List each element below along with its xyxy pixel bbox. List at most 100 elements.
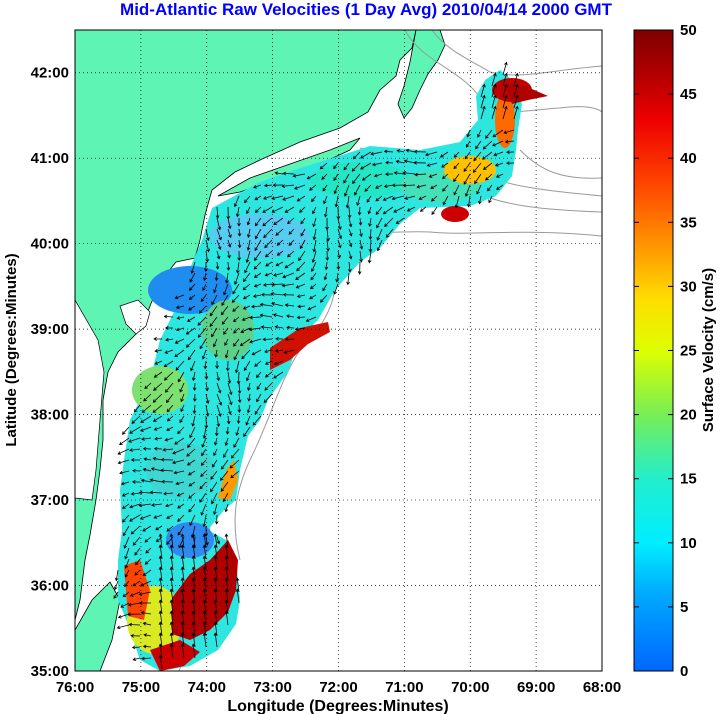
velocity-arrow [169,632,174,648]
colorbar-tick-label: 5 [680,599,688,616]
velocity-arrow [472,162,482,173]
velocity-arrow [288,239,295,246]
velocity-arrow [119,437,130,446]
velocity-arrow [191,610,196,626]
velocity-arrow [169,533,174,549]
velocity-arrow [404,195,416,200]
delaware-bay [119,299,151,335]
velocity-arrow [174,294,185,300]
velocity-arrow [453,184,460,196]
velocity-arrow [149,490,163,495]
velocity-arrow [344,184,350,197]
velocity-arrow [133,404,141,413]
velocity-arrow [496,184,504,190]
velocity-arrow [494,162,504,167]
velocity-arrow [311,250,317,264]
velocity-arrow [122,514,130,523]
velocity-arrow [335,272,340,283]
velocity-arrow [213,544,218,560]
velocity-arrow [431,195,438,202]
velocity-arrow [114,569,119,582]
velocity-arrow [180,566,185,582]
colorbar-tick-label: 30 [680,278,697,295]
velocity-arrow [345,195,350,209]
velocity-arrow [216,415,221,428]
velocity-arrow [214,426,219,437]
velocity-arrow [192,382,197,391]
velocity-arrow [442,195,449,206]
velocity-arrow [216,250,221,260]
velocity-arrow [271,282,284,287]
velocity-arrow [296,195,306,202]
velocity-arrow [203,360,208,370]
velocity-arrow [321,173,328,180]
velocity-arrow [211,459,218,468]
velocity-arrow [322,184,328,192]
velocity-arrow [130,633,141,638]
velocity-arrow [366,195,372,203]
velocity-arrow [233,327,240,334]
velocity-arrow [319,162,328,170]
velocity-arrow [175,305,185,310]
velocity-arrow [242,305,251,310]
velocity-arrow [205,536,209,546]
velocity-arrow [235,588,240,604]
velocity-arrow [223,448,229,458]
velocity-arrow [142,644,152,649]
velocity-arrow [348,250,353,260]
velocity-arrow [306,173,317,180]
velocity-arrow [124,569,130,578]
velocity-arrow [281,184,295,188]
velocity-arrow [188,294,196,300]
velocity-arrow [333,162,339,170]
velocity-arrow [188,283,196,291]
velocity-arrow [482,140,493,150]
velocity-arrow [370,151,383,156]
velocity-arrow [166,393,174,404]
lat-tick-label: 41:00 [31,150,69,167]
velocity-arrow [176,316,185,320]
velocity-arrow [187,349,196,361]
velocity-arrow [166,415,174,422]
velocity-arrow [403,159,416,164]
velocity-arrow [202,566,207,582]
velocity-arrow [297,304,306,309]
colorbar-tick-label: 20 [680,407,697,424]
velocity-arrow [191,533,196,549]
velocity-arrow [132,480,141,484]
velocity-arrow [140,580,152,587]
velocity-arrow [237,250,242,261]
lon-tick-label: 68:00 [583,679,621,696]
velocity-arrow [129,426,141,434]
velocity-arrow [348,217,353,228]
velocity-arrow [496,173,504,178]
velocity-arrow [226,261,231,271]
velocity-arrow [491,72,497,87]
velocity-arrow [180,643,185,659]
velocity-arrow [221,316,229,325]
velocity-arrow [202,555,207,571]
velocity-arrow [383,149,394,154]
velocity-arrow [264,239,273,249]
velocity-arrow [214,349,218,358]
velocity-arrow [384,217,394,227]
velocity-arrow [262,337,273,342]
velocity-arrow [385,228,394,238]
velocity-arrow [140,478,152,483]
velocity-arrow [336,261,341,271]
velocity-arrow [283,349,295,354]
velocity-arrow [152,415,163,422]
velocity-arrow [295,283,306,289]
velocity-arrow [393,171,405,175]
lat-tick-label: 42:00 [31,65,69,82]
velocity-arrow [235,577,240,593]
x-axis-label: Longitude (Degrees:Minutes) [227,698,448,714]
velocity-arrow [202,577,207,593]
velocity-arrow [202,632,207,648]
velocity-arrow [211,294,218,306]
velocity-arrow [287,250,295,258]
velocity-arrow [232,283,240,295]
velocity-arrow [135,558,141,566]
velocity-arrow [396,149,405,153]
